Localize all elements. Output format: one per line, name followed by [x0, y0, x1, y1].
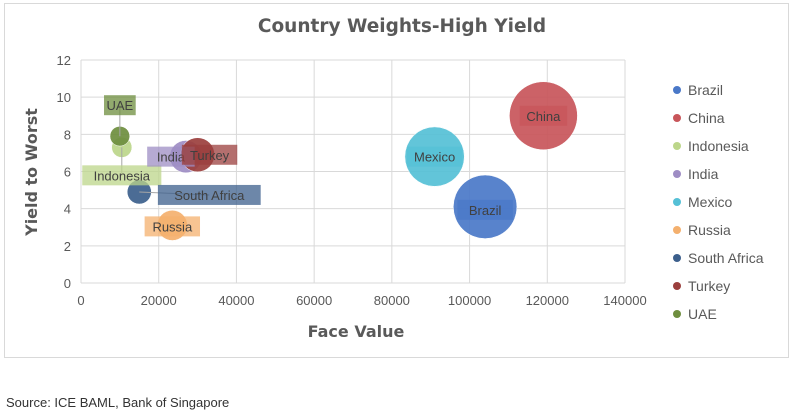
legend: Brazil China Indonesia India Mexico Russia Sou… [673, 82, 764, 322]
data-label-china: China [526, 109, 561, 124]
y-tick-label: 4 [64, 202, 71, 217]
legend-entry-indonesia: Indonesia [688, 138, 749, 154]
x-tick-label: 80000 [374, 293, 410, 308]
legend-marker-mexico [673, 198, 681, 206]
data-label-indonesia: Indonesia [94, 168, 151, 183]
label-box-south-africa [157, 184, 261, 205]
legend-entry-uae: UAE [688, 306, 717, 322]
axis-ticks: 0 20000 40000 60000 80000 100000 120000 140000 0… [57, 53, 647, 308]
x-tick-label: 20000 [141, 293, 177, 308]
data-label-india: India [157, 150, 186, 165]
y-tick-label: 2 [64, 239, 71, 254]
chart-title: Country Weights-High Yield [258, 16, 546, 37]
legend-marker-brazil [673, 86, 681, 94]
x-tick-label: 40000 [218, 293, 254, 308]
legend-marker-russia [673, 226, 681, 234]
legend-marker-uae [673, 310, 681, 318]
legend-entry-south-africa: South Africa [688, 250, 764, 266]
y-axis-title: Yield to Worst [22, 108, 41, 237]
data-labels: Brazil China Indonesia India Mexico Russia Sou… [82, 95, 568, 237]
label-box-china [519, 105, 568, 126]
legend-marker-turkey [673, 282, 681, 290]
bubble-chart: 0 20000 40000 60000 80000 100000 120000 140000 0… [22, 16, 764, 341]
x-tick-label: 140000 [603, 293, 646, 308]
y-tick-label: 10 [57, 90, 71, 105]
x-tick-label: 120000 [526, 293, 569, 308]
legend-marker-indonesia [673, 142, 681, 150]
x-tick-label: 100000 [448, 293, 491, 308]
legend-entry-brazil: Brazil [688, 82, 723, 98]
data-label-mexico: Mexico [414, 150, 455, 165]
legend-entry-china: China [688, 110, 725, 126]
source-note: Source: ICE BAML, Bank of Singapore [6, 395, 230, 410]
legend-entry-mexico: Mexico [688, 194, 733, 210]
legend-entry-india: India [688, 166, 719, 182]
x-axis-title: Face Value [308, 322, 405, 341]
x-tick-label: 60000 [296, 293, 332, 308]
data-label-brazil: Brazil [469, 203, 502, 218]
data-label-uae: UAE [106, 98, 133, 113]
y-tick-label: 12 [57, 53, 71, 68]
label-box-russia [144, 216, 201, 237]
x-tick-label: 0 [77, 293, 84, 308]
y-tick-label: 0 [64, 276, 71, 291]
label-box-mexico [406, 146, 463, 167]
label-box-turkey [181, 144, 238, 165]
y-tick-label: 6 [64, 165, 71, 180]
label-box-brazil [457, 199, 513, 220]
label-box-indonesia [82, 165, 162, 186]
data-label-turkey: Turkey [190, 148, 230, 163]
chart-area: 0 20000 40000 60000 80000 100000 120000 140000 0… [4, 3, 789, 358]
legend-marker-india [673, 170, 681, 178]
legend-marker-china [673, 114, 681, 122]
data-label-south-africa: South Africa [174, 188, 245, 203]
label-box-uae [104, 95, 136, 116]
legend-entry-turkey: Turkey [688, 278, 730, 294]
y-tick-label: 8 [64, 127, 71, 142]
data-label-russia: Russia [152, 219, 193, 234]
legend-marker-south-africa [673, 254, 681, 262]
legend-entry-russia: Russia [688, 222, 731, 238]
